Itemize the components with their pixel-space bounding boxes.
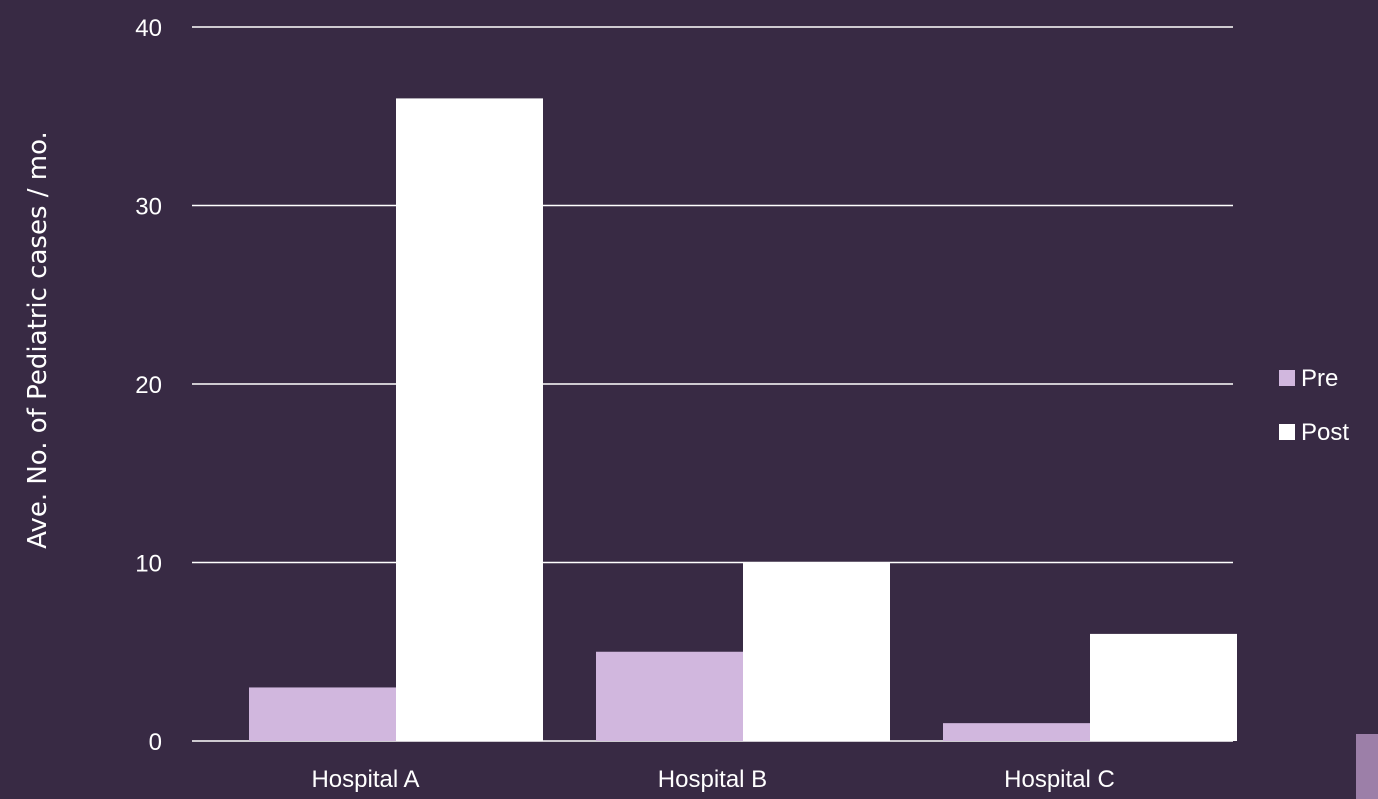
legend-swatch-post — [1279, 424, 1295, 440]
legend-label-post: Post — [1301, 419, 1349, 446]
x-category-labels: Hospital A Hospital B Hospital C — [311, 766, 1114, 793]
x-category-label: Hospital C — [1004, 766, 1115, 793]
bar-pre — [249, 687, 396, 741]
x-category-label: Hospital A — [311, 766, 419, 793]
y-tick-labels: 0 10 20 30 40 — [135, 15, 162, 756]
bar-pre — [943, 723, 1090, 741]
bar-post — [743, 562, 890, 741]
y-tick-label: 30 — [135, 194, 162, 221]
legend: Pre Post — [1279, 365, 1349, 446]
y-tick-label: 40 — [135, 15, 162, 42]
bars — [249, 98, 1237, 741]
bar-post — [1090, 633, 1237, 741]
y-tick-label: 10 — [135, 551, 162, 578]
bar-pre — [596, 651, 743, 741]
y-tick-label: 0 — [149, 729, 162, 756]
y-axis-title: Ave. No. of Pediatric cases / mo. — [23, 131, 53, 549]
legend-label-pre: Pre — [1301, 365, 1338, 392]
bar-post — [396, 98, 543, 741]
y-tick-label: 20 — [135, 372, 162, 399]
corner-accent — [1356, 734, 1378, 799]
legend-swatch-pre — [1279, 370, 1295, 386]
x-category-label: Hospital B — [658, 766, 767, 793]
gridlines — [192, 26, 1233, 742]
